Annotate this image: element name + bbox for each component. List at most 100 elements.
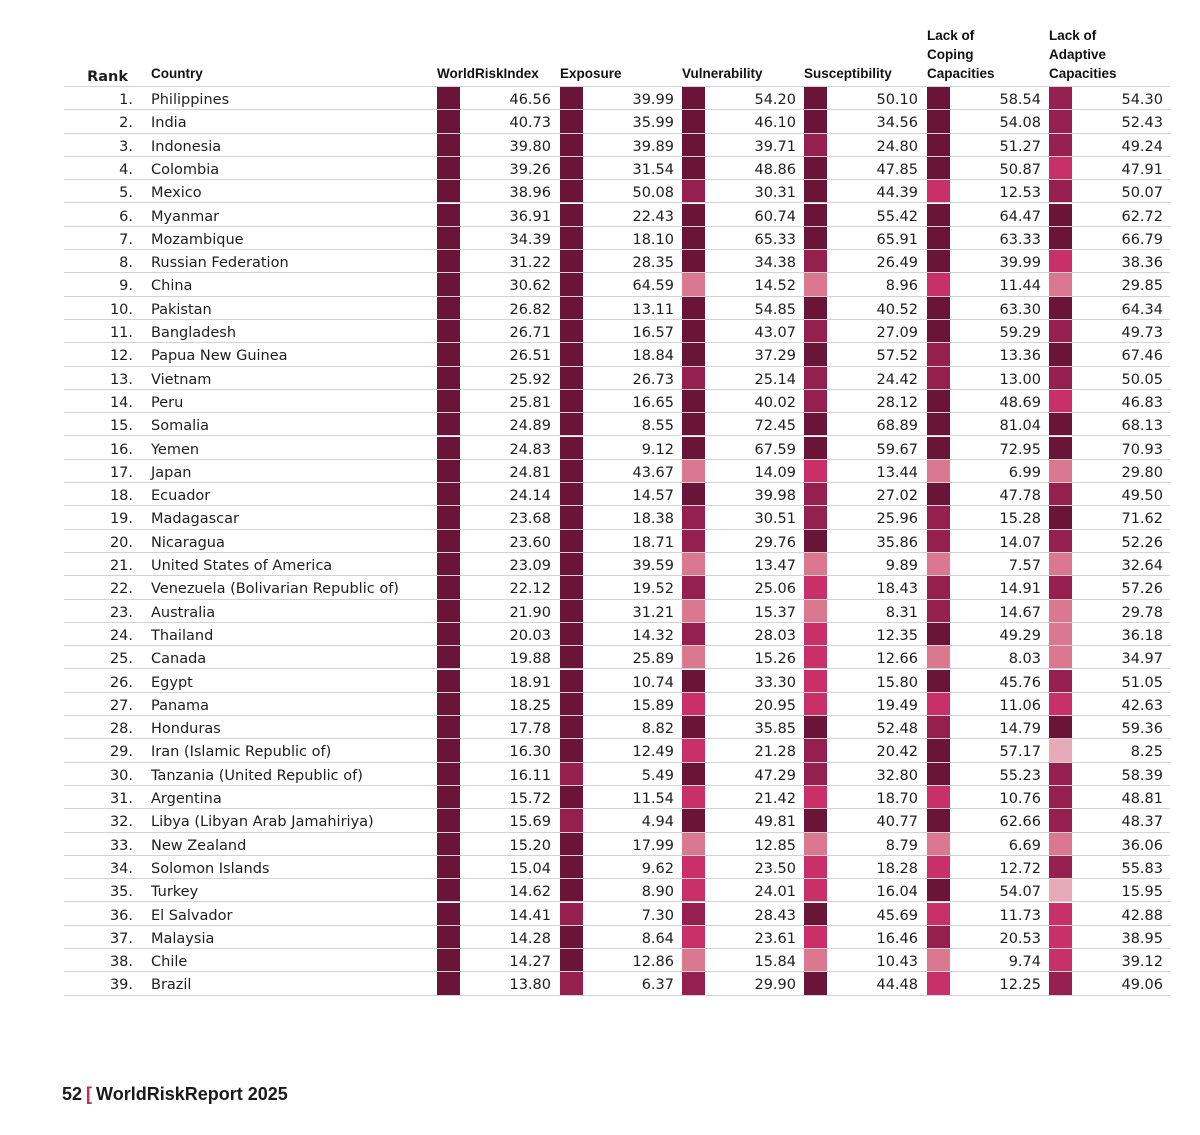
worldriskindex-header-line-1: WorldRiskIndex xyxy=(437,66,539,81)
lack-of-adaptive-capacities-class-swatch xyxy=(1049,902,1072,926)
susceptibility-value: 18.70 xyxy=(876,791,918,807)
exposure-class-swatch xyxy=(560,250,583,274)
worldriskindex-class-swatch xyxy=(437,576,460,600)
vulnerability-value: 48.86 xyxy=(754,161,796,178)
lack-of-adaptive-capacities-value: 39.12 xyxy=(1121,954,1163,971)
worldriskindex-value: 18.25 xyxy=(509,697,551,714)
vulnerability-value: 21.42 xyxy=(754,791,796,807)
worldriskindex-class-swatch xyxy=(437,436,460,460)
vulnerability-class-swatch xyxy=(682,925,705,950)
susceptibility-class-swatch xyxy=(804,156,827,181)
worldriskindex-class-swatch xyxy=(437,762,460,786)
lack-of-adaptive-capacities-value: 68.13 xyxy=(1121,418,1163,435)
lack-of-adaptive-capacities-class-swatch xyxy=(1049,273,1072,297)
lack-of-adaptive-capacities-value: 64.34 xyxy=(1121,301,1163,318)
vulnerability-class-swatch xyxy=(682,273,705,297)
worldriskindex-value: 23.68 xyxy=(509,511,551,528)
lack-of-coping-capacities-class-swatch xyxy=(927,343,950,367)
lack-of-coping-capacities-value: 59.29 xyxy=(999,325,1041,341)
susceptibility-class-swatch xyxy=(804,529,827,553)
exposure-class-swatch xyxy=(560,413,583,437)
rank-cell: 10. xyxy=(109,301,133,318)
lack-of-adaptive-capacities-class-swatch xyxy=(1049,203,1072,227)
lack-of-adaptive-capacities-value: 36.18 xyxy=(1121,627,1163,644)
lack-of-adaptive-capacities-value: 38.36 xyxy=(1121,255,1163,272)
rank-cell: 20. xyxy=(109,534,133,551)
vulnerability-class-swatch xyxy=(682,413,705,437)
country-cell: Iran (Islamic Republic of) xyxy=(151,744,332,761)
lack-of-adaptive-capacities-class-swatch xyxy=(1049,622,1072,647)
susceptibility-value: 59.67 xyxy=(876,441,918,458)
lack-of-coping-capacities-class-swatch xyxy=(927,762,950,786)
country-cell: Papua New Guinea xyxy=(151,348,288,365)
lack-of-adaptive-capacities-value: 62.72 xyxy=(1121,208,1163,225)
susceptibility-value: 55.42 xyxy=(876,208,918,225)
lack-of-adaptive-capacities-value: 52.43 xyxy=(1121,115,1163,132)
vulnerability-class-swatch xyxy=(682,110,705,134)
table-row: 31. Argentina 15.72 11.54 21.42 18.70 10.76 48.… xyxy=(0,786,1200,810)
lack-of-adaptive-capacities-class-swatch xyxy=(1049,553,1072,577)
vulnerability-class-swatch xyxy=(682,786,705,810)
exposure-class-swatch xyxy=(560,366,583,390)
worldriskindex-class-swatch xyxy=(437,203,460,227)
susceptibility-value: 27.02 xyxy=(876,488,918,505)
susceptibility-value: 50.10 xyxy=(876,92,918,108)
country-cell: Chile xyxy=(151,954,188,971)
vulnerability-class-swatch xyxy=(682,320,705,344)
lack-of-coping-capacities-value: 49.29 xyxy=(999,627,1041,644)
worldriskindex-value: 16.11 xyxy=(509,767,551,784)
vulnerability-class-swatch xyxy=(682,762,705,786)
worldriskindex-value: 24.81 xyxy=(509,464,551,481)
lack-of-adaptive-capacities-value: 36.06 xyxy=(1121,837,1163,854)
lack-of-coping-capacities-value: 64.47 xyxy=(999,208,1041,225)
exposure-value: 39.59 xyxy=(632,558,674,574)
exposure-class-swatch xyxy=(560,879,583,903)
country-cell: Malaysia xyxy=(151,930,215,947)
vulnerability-value: 23.61 xyxy=(754,930,796,947)
lack-of-coping-capacities-value: 14.91 xyxy=(999,581,1041,598)
susceptibility-value: 45.69 xyxy=(876,907,918,924)
susceptibility-class-swatch xyxy=(804,226,827,251)
lack-of-adaptive-capacities-value: 54.30 xyxy=(1121,92,1163,108)
lack-of-adaptive-capacities-class-swatch xyxy=(1049,949,1072,973)
exposure-class-swatch xyxy=(560,156,583,181)
susceptibility-class-swatch xyxy=(804,599,827,623)
vulnerability-class-swatch xyxy=(682,250,705,274)
exposure-value: 64.59 xyxy=(632,278,674,295)
lack-of-coping-capacities-value: 15.28 xyxy=(999,511,1041,528)
exposure-class-swatch xyxy=(560,786,583,810)
country-cell: Canada xyxy=(151,651,207,668)
vulnerability-class-swatch xyxy=(682,133,705,157)
susceptibility-class-swatch xyxy=(804,553,827,577)
vulnerability-value: 15.84 xyxy=(754,954,796,971)
exposure-class-swatch xyxy=(560,669,583,693)
worldriskindex-class-swatch xyxy=(437,599,460,623)
lack-of-adaptive-capacities-class-swatch xyxy=(1049,180,1072,204)
lack-of-coping-capacities-class-swatch xyxy=(927,250,950,274)
exposure-class-swatch xyxy=(560,343,583,367)
rank-cell: 31. xyxy=(109,791,133,807)
exposure-value: 8.55 xyxy=(641,418,674,435)
lack-of-coping-capacities-class-swatch xyxy=(927,366,950,390)
exposure-value: 14.32 xyxy=(632,627,674,644)
susceptibility-class-swatch xyxy=(804,180,827,204)
row-divider xyxy=(64,994,1170,996)
vulnerability-value: 67.59 xyxy=(754,441,796,458)
lack-of-coping-capacities-class-swatch xyxy=(927,692,950,717)
country-cell: Colombia xyxy=(151,161,220,178)
susceptibility-class-swatch xyxy=(804,925,827,950)
lack-of-coping-capacities-value: 62.66 xyxy=(999,814,1041,831)
worldriskindex-class-swatch xyxy=(437,855,460,880)
lack-of-coping-capacities-class-swatch xyxy=(927,786,950,810)
lack-of-adaptive-capacities-value: 8.25 xyxy=(1130,744,1163,761)
rank-cell: 21. xyxy=(109,558,133,574)
table-row: 15. Somalia 24.89 8.55 72.45 68.89 81.04 68.13 xyxy=(0,413,1200,437)
country-cell: Libya (Libyan Arab Jamahiriya) xyxy=(151,814,374,831)
rank-cell: 15. xyxy=(109,418,133,435)
table-row: 26. Egypt 18.91 10.74 33.30 15.80 45.76 51.05 xyxy=(0,669,1200,693)
vulnerability-value: 39.98 xyxy=(754,488,796,505)
table-row: 16. Yemen 24.83 9.12 67.59 59.67 72.95 70.93 xyxy=(0,436,1200,460)
lack-of-adaptive-capacities-class-swatch xyxy=(1049,343,1072,367)
vulnerability-value: 47.29 xyxy=(754,767,796,784)
table-row: 8. Russian Federation 31.22 28.35 34.38 26.49… xyxy=(0,250,1200,274)
